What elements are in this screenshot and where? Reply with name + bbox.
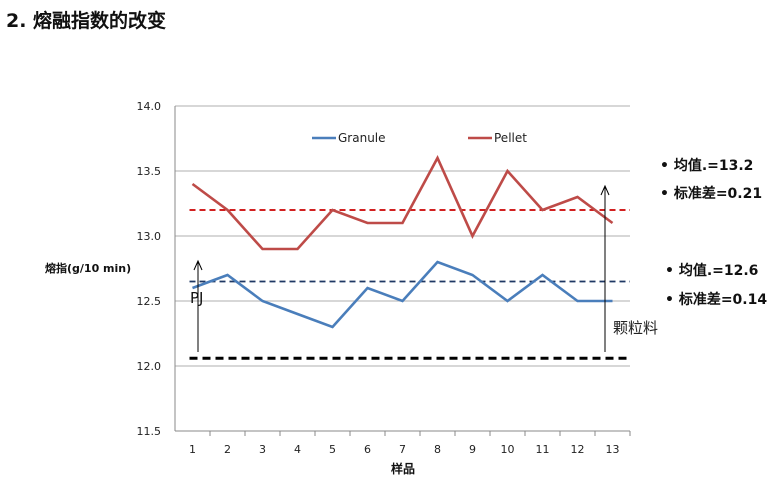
y-tick-label: 11.5 xyxy=(137,425,162,438)
x-tick-label: 4 xyxy=(294,443,301,456)
x-tick-label: 5 xyxy=(329,443,336,456)
x-axis-label: 样品 xyxy=(391,461,415,476)
granule-std: • 标准差=0.14 xyxy=(665,292,768,308)
pellet-std: • 标准差=0.21 xyxy=(660,186,763,202)
y-axis-label: 熔指(g/10 min) xyxy=(45,261,131,275)
granule-mean: • 均值.=12.6 xyxy=(665,263,759,279)
pj-arrowhead xyxy=(193,259,203,271)
granule-label: 颗粒料 xyxy=(613,319,658,337)
x-tick-label: 11 xyxy=(536,443,550,456)
x-tick-label: 13 xyxy=(606,443,620,456)
pellet-mean: • 均值.=13.2 xyxy=(660,158,754,174)
y-tick-label: 14.0 xyxy=(137,100,162,113)
x-tick-label: 8 xyxy=(434,443,441,456)
y-tick-label: 13.0 xyxy=(137,230,162,243)
legend-label: Pellet xyxy=(494,131,527,145)
pj-label: PJ xyxy=(190,289,203,307)
page-title: 2. 熔融指数的改变 xyxy=(6,10,167,32)
x-tick-label: 6 xyxy=(364,443,371,456)
x-tick-label: 9 xyxy=(469,443,476,456)
legend-label: Granule xyxy=(338,131,386,145)
series-line-granule xyxy=(192,260,613,329)
x-tick-label: 7 xyxy=(399,443,406,456)
y-tick-label: 12.5 xyxy=(137,295,162,308)
granule-arrowhead xyxy=(600,184,610,196)
x-tick-label: 2 xyxy=(224,443,231,456)
x-tick-label: 3 xyxy=(259,443,266,456)
x-tick-label: 10 xyxy=(501,443,515,456)
x-tick-label: 1 xyxy=(189,443,196,456)
y-tick-label: 13.5 xyxy=(137,165,162,178)
y-tick-label: 12.0 xyxy=(137,360,162,373)
x-tick-label: 12 xyxy=(571,443,585,456)
